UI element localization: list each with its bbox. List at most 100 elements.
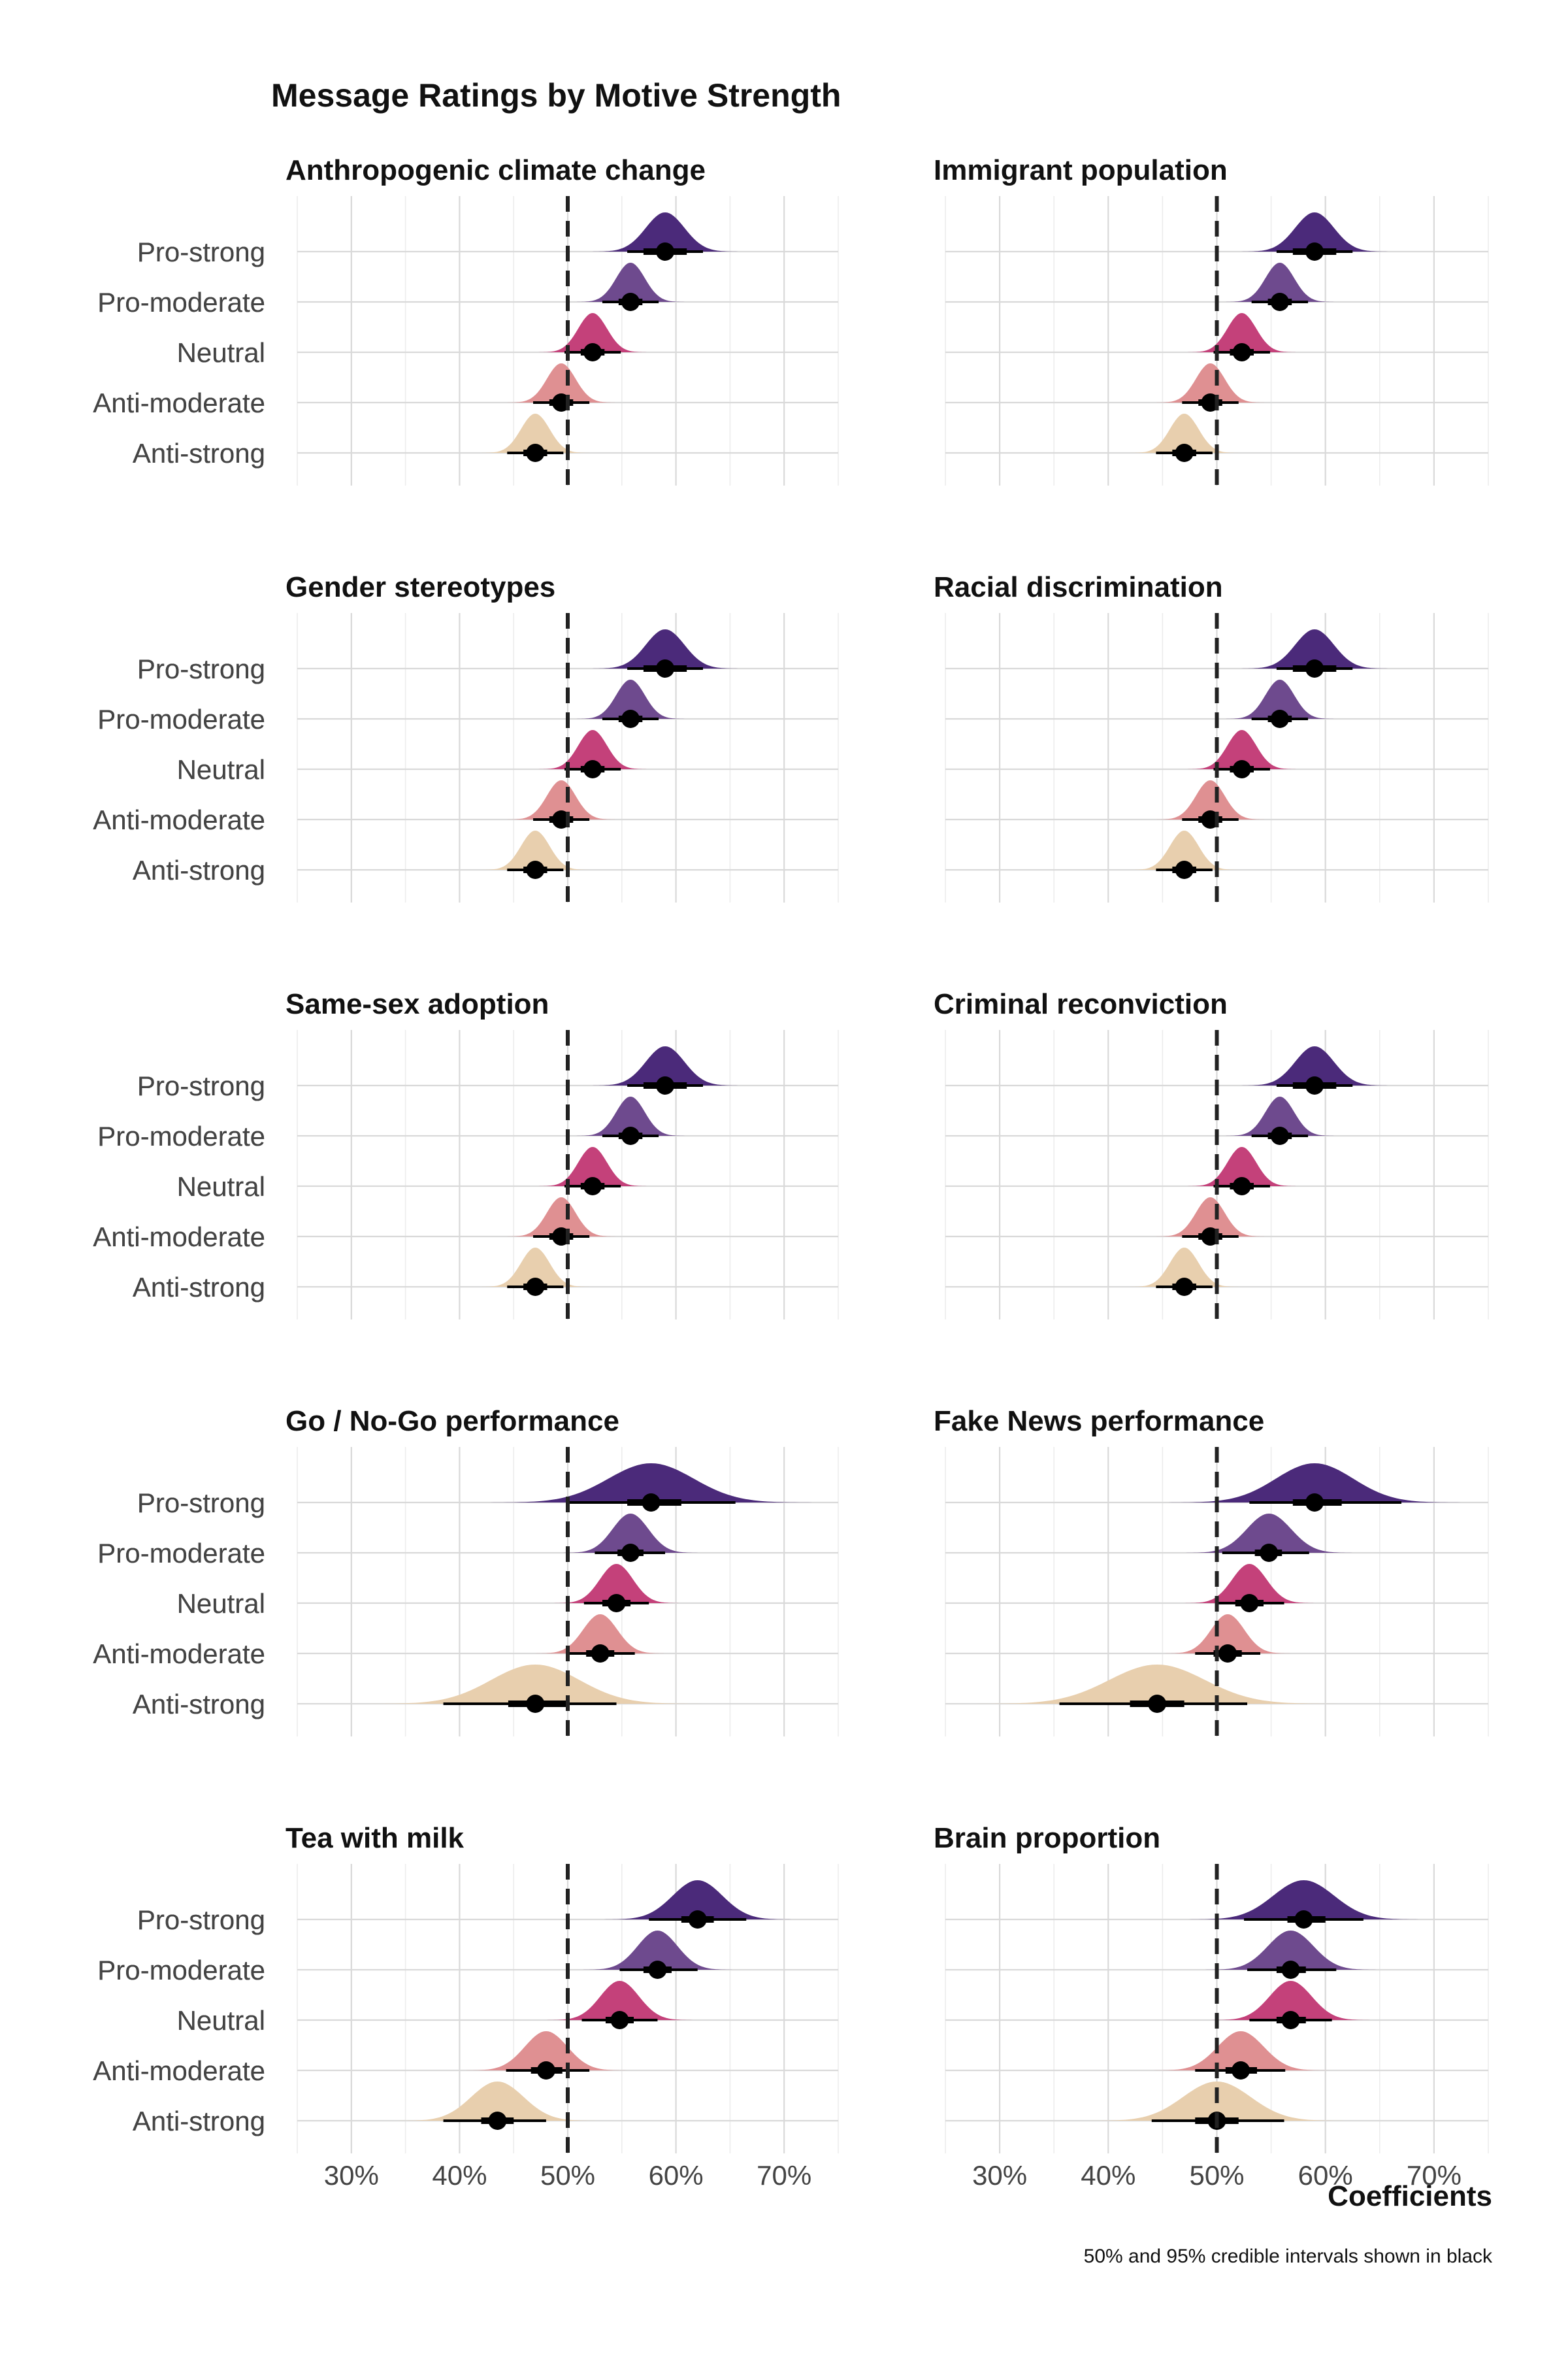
- point-anti-moderate: [1232, 2061, 1250, 2080]
- point-anti-strong: [1148, 1695, 1167, 1713]
- panel-gender-stereotypes: Gender stereotypes Pro-strong Pro-moderate…: [93, 571, 839, 903]
- density-pro-moderate: [570, 1097, 691, 1136]
- panel-title-racial-discrimination: Racial discrimination: [934, 571, 1223, 603]
- y-label-pro-moderate: Pro-moderate: [97, 1538, 265, 1568]
- y-label-anti-strong: Anti-strong: [133, 1689, 265, 1719]
- y-label-anti-moderate: Anti-moderate: [93, 2055, 265, 2086]
- point-neutral: [583, 760, 602, 778]
- density-neutral: [1202, 1981, 1379, 2020]
- panel-tea-with-milk: Tea with milk Pro-strong Pro-moderate Neutr…: [93, 1822, 839, 2191]
- y-label-anti-moderate: Anti-moderate: [93, 1221, 265, 1252]
- point-pro-moderate: [648, 1961, 667, 1979]
- panel-title-tea-with-milk: Tea with milk: [286, 1822, 465, 1854]
- point-pro-moderate: [621, 293, 640, 311]
- y-label-anti-moderate: Anti-moderate: [93, 2055, 265, 2086]
- point-neutral: [583, 343, 602, 361]
- density-anti-moderate: [528, 1614, 672, 1653]
- y-label-neutral: Neutral: [177, 2005, 265, 2036]
- density-anti-strong: [1124, 1248, 1245, 1287]
- y-label-pro-strong: Pro-strong: [137, 654, 265, 684]
- density-anti-strong: [387, 2082, 608, 2121]
- y-label-anti-moderate: Anti-moderate: [93, 1221, 265, 1252]
- panel-anthropogenic-climate-change: Anthropogenic climate change Pro-strong Pr…: [93, 154, 839, 486]
- y-label-anti-strong: Anti-strong: [133, 1272, 265, 1302]
- point-anti-strong: [526, 1278, 545, 1296]
- density-pro-strong: [1233, 212, 1396, 252]
- point-pro-moderate: [621, 710, 640, 728]
- point-neutral: [1232, 1177, 1251, 1195]
- y-label-anti-moderate: Anti-moderate: [93, 1638, 265, 1669]
- density-anti-strong: [475, 1248, 596, 1287]
- y-label-neutral: Neutral: [177, 1588, 265, 1619]
- y-label-pro-moderate: Pro-moderate: [97, 1121, 265, 1152]
- panel-title-anthropogenic-climate-change: Anthropogenic climate change: [286, 154, 706, 186]
- density-anti-strong: [1124, 414, 1245, 453]
- density-anti-moderate: [500, 780, 622, 820]
- density-pro-strong: [583, 212, 747, 252]
- density-anti-strong: [475, 831, 596, 870]
- panel-same-sex-adoption: Same-sex adoption Pro-strong Pro-moderate N…: [93, 988, 839, 1319]
- point-pro-strong: [688, 1910, 707, 1929]
- y-label-neutral: Neutral: [177, 337, 265, 368]
- point-neutral: [1232, 760, 1251, 778]
- point-pro-moderate: [621, 1544, 640, 1562]
- point-anti-moderate: [591, 1644, 610, 1663]
- y-label-anti-strong: Anti-strong: [133, 1272, 265, 1302]
- panel-title-same-sex-adoption: Same-sex adoption: [286, 988, 549, 1020]
- y-label-neutral: Neutral: [177, 1588, 265, 1619]
- panel-title-gender-stereotypes: Gender stereotypes: [286, 571, 555, 603]
- point-pro-strong: [1305, 242, 1324, 261]
- density-pro-moderate: [1175, 1514, 1362, 1553]
- density-pro-strong: [583, 629, 747, 669]
- density-anti-moderate: [1144, 2031, 1337, 2070]
- density-anti-strong: [956, 1665, 1359, 1704]
- y-label-neutral: Neutral: [177, 754, 265, 785]
- y-label-neutral: Neutral: [177, 754, 265, 785]
- density-anti-moderate: [500, 363, 622, 403]
- y-label-anti-moderate: Anti-moderate: [93, 805, 265, 835]
- panel-title-brain-proportion: Brain proportion: [934, 1822, 1160, 1854]
- panel-immigrant-population: Immigrant population Pro-strong Pro-modera…: [93, 154, 1489, 486]
- y-label-pro-moderate: Pro-moderate: [97, 1955, 265, 1985]
- y-label-pro-strong: Pro-strong: [137, 237, 265, 267]
- y-label-anti-moderate: Anti-moderate: [93, 1638, 265, 1669]
- density-pro-moderate: [1219, 680, 1341, 719]
- y-label-anti-strong: Anti-strong: [133, 1689, 265, 1719]
- y-label-pro-strong: Pro-strong: [137, 237, 265, 267]
- density-neutral: [1177, 1564, 1322, 1603]
- y-label-anti-strong: Anti-strong: [133, 438, 265, 469]
- point-pro-moderate: [1270, 710, 1289, 728]
- x-tick-label: 50%: [1189, 2160, 1244, 2191]
- density-neutral: [532, 313, 653, 352]
- density-pro-moderate: [574, 1931, 742, 1970]
- y-label-pro-strong: Pro-strong: [137, 654, 265, 684]
- y-label-pro-strong: Pro-strong: [137, 1487, 265, 1518]
- y-label-pro-moderate: Pro-moderate: [97, 1955, 265, 1985]
- y-label-neutral: Neutral: [177, 1171, 265, 1202]
- point-pro-strong: [1294, 1910, 1313, 1929]
- y-label-pro-moderate: Pro-moderate: [97, 1538, 265, 1568]
- density-neutral: [1181, 313, 1303, 352]
- point-anti-strong: [526, 444, 545, 462]
- density-anti-moderate: [500, 1197, 622, 1236]
- panel-title-go-no-go-performance: Go / No-Go performance: [286, 1405, 619, 1437]
- density-anti-strong: [475, 414, 596, 453]
- point-anti-moderate: [536, 2061, 555, 2080]
- panel-brain-proportion: Brain proportion Pro-strong Pro-moderate Ne…: [93, 1822, 1489, 2191]
- y-label-anti-strong: Anti-strong: [133, 2106, 265, 2136]
- density-pro-strong: [1151, 1463, 1478, 1502]
- x-tick-label: 30%: [324, 2160, 379, 2191]
- density-neutral: [547, 1564, 686, 1603]
- point-anti-strong: [526, 861, 545, 879]
- density-anti-moderate: [1149, 363, 1271, 403]
- y-label-anti-strong: Anti-strong: [133, 855, 265, 886]
- point-pro-strong: [1305, 1493, 1324, 1512]
- y-label-anti-moderate: Anti-moderate: [93, 805, 265, 835]
- point-pro-moderate: [621, 1127, 640, 1145]
- y-label-pro-moderate: Pro-moderate: [97, 704, 265, 735]
- point-pro-strong: [1305, 1076, 1324, 1095]
- point-pro-moderate: [1270, 293, 1289, 311]
- panel-racial-discrimination: Racial discrimination Pro-strong Pro-moder…: [93, 571, 1489, 903]
- point-pro-moderate: [1260, 1544, 1279, 1562]
